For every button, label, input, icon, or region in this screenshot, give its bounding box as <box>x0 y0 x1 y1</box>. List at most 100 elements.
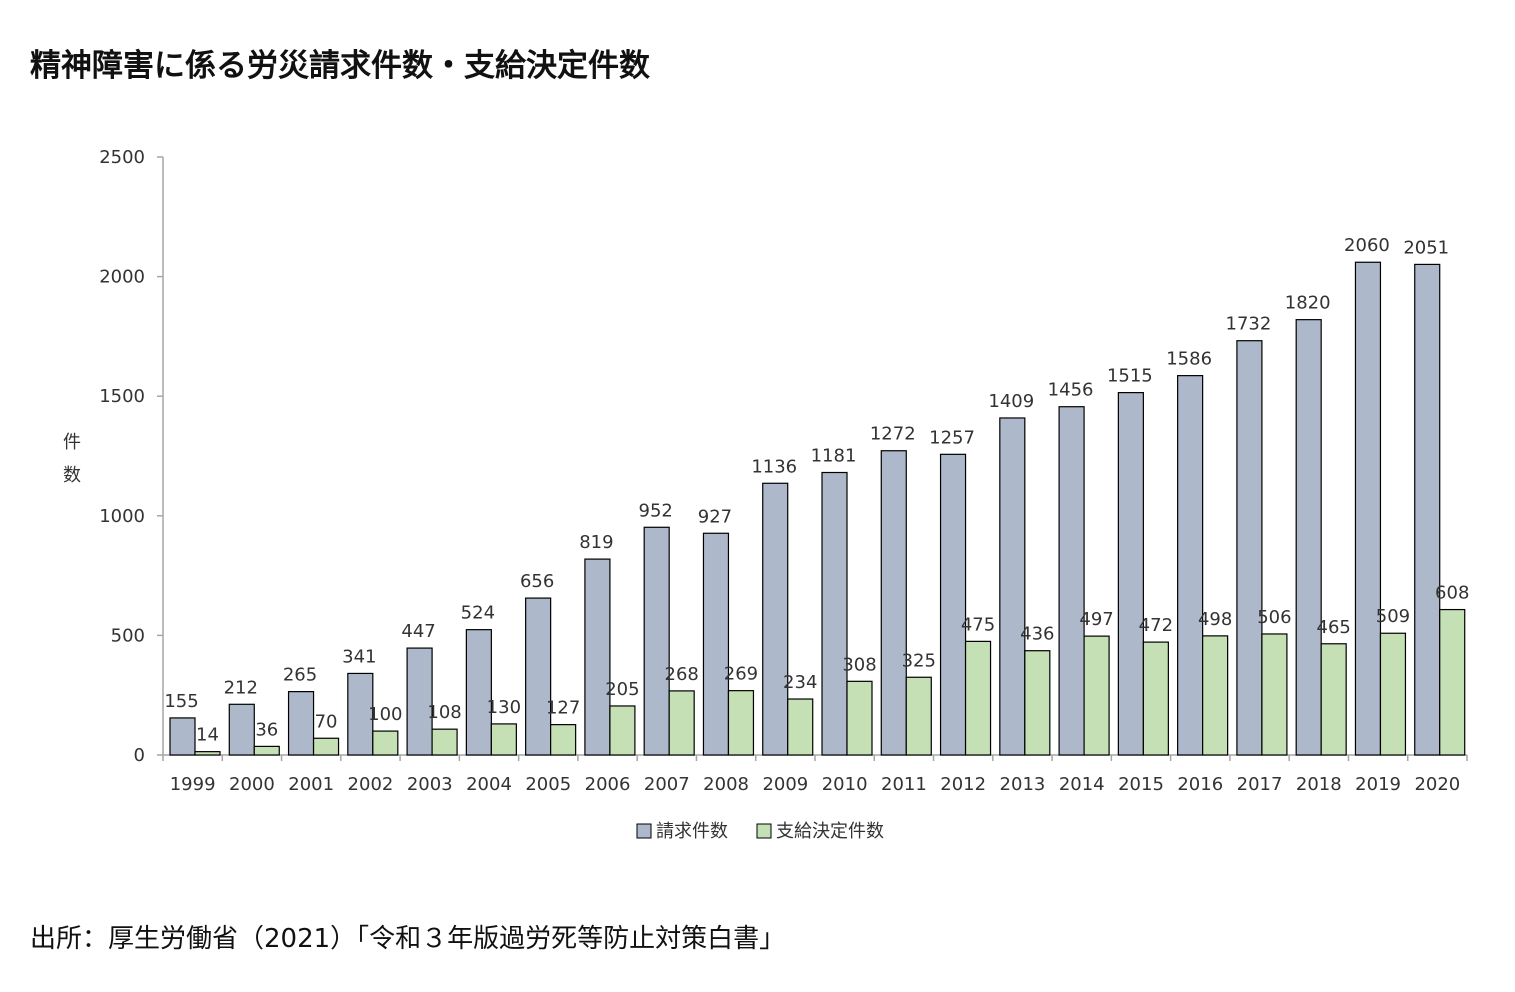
bar-approved <box>964 640 992 756</box>
x-tick-label: 2014 <box>1059 774 1105 795</box>
data-label-approved: 36 <box>255 719 278 740</box>
data-label-approved: 269 <box>724 664 758 685</box>
bar-claims <box>228 703 255 756</box>
chart-title: 精神障害に係る労災請求件数・支給決定件数 <box>30 48 650 84</box>
bar-approved <box>787 698 814 756</box>
data-label-approved: 14 <box>196 725 219 746</box>
source-note: 出所：厚生労働省（2021）「令和３年版過労死等防止対策白書」 <box>30 924 786 954</box>
data-label-claims: 447 <box>401 621 435 642</box>
bar-approved <box>846 680 873 756</box>
bar-claims <box>1117 392 1144 756</box>
data-label-claims: 1136 <box>751 456 797 477</box>
x-tick-label: 2005 <box>525 774 571 795</box>
bar-claims <box>584 558 611 756</box>
bar-approved <box>1439 608 1466 756</box>
bar-claims <box>287 691 315 756</box>
data-label-claims: 212 <box>224 677 258 698</box>
x-tick-label: 2009 <box>762 774 808 795</box>
x-tick-label: 2010 <box>822 774 868 795</box>
data-label-claims: 1181 <box>811 446 857 467</box>
bar-claims <box>1414 263 1441 756</box>
x-tick-label: 2002 <box>348 774 394 795</box>
bar-claims <box>1236 340 1263 756</box>
data-label-claims: 952 <box>639 500 673 521</box>
x-tick-label: 1999 <box>170 774 216 795</box>
data-label-approved: 108 <box>427 702 461 723</box>
y-axis: 0 500 1000 1500 2000 2500 <box>99 147 164 766</box>
bar-claims <box>643 526 670 756</box>
bar-claims <box>169 717 196 756</box>
bar-approved <box>1202 635 1229 756</box>
x-tick-label: 2013 <box>1000 774 1046 795</box>
data-label-claims: 341 <box>342 646 376 667</box>
y-axis-title-char: 件 <box>63 432 81 453</box>
data-label-approved: 205 <box>605 679 639 700</box>
x-tick-label: 2000 <box>229 774 275 795</box>
bar-claims <box>525 597 552 756</box>
data-labels: 155 212 265 341 447 524 656 819 952 927 1136 1181 12… <box>164 235 1469 745</box>
y-tick-label: 2500 <box>99 147 145 168</box>
bar-approved <box>1083 635 1110 756</box>
x-tick-label: 2003 <box>407 774 453 795</box>
data-label-approved: 465 <box>1317 617 1351 638</box>
bar-approved <box>431 728 458 756</box>
bar-series <box>169 261 1466 756</box>
x-tick-label: 2007 <box>644 774 690 795</box>
x-tick-label: 2012 <box>940 774 986 795</box>
data-label-claims: 1515 <box>1107 366 1153 387</box>
data-label-claims: 265 <box>283 665 317 686</box>
bar-claims <box>880 450 907 756</box>
y-axis-title: 件数 <box>63 432 81 486</box>
bar-approved <box>727 690 755 756</box>
y-tick-label: 1000 <box>99 506 145 527</box>
y-tick-label: 500 <box>111 625 145 646</box>
x-tick-label: 2020 <box>1414 774 1460 795</box>
bar-approved <box>1024 650 1051 756</box>
data-label-approved: 497 <box>1079 609 1113 630</box>
data-label-approved: 498 <box>1198 609 1232 630</box>
data-label-approved: 509 <box>1376 606 1410 627</box>
data-label-approved: 436 <box>1020 624 1054 645</box>
data-label-claims: 819 <box>579 532 613 553</box>
x-tick-label: 2015 <box>1118 774 1164 795</box>
legend-swatch-approved <box>756 823 772 839</box>
x-tick-label: 2018 <box>1296 774 1342 795</box>
bar-approved <box>905 676 932 756</box>
bar-claims <box>762 482 789 756</box>
data-label-claims: 1257 <box>929 427 975 448</box>
data-label-approved: 127 <box>546 698 580 719</box>
bar-approved <box>194 751 221 756</box>
bar-approved <box>1379 632 1407 756</box>
y-axis-title-char: 数 <box>63 465 81 486</box>
bar-claims <box>1295 319 1322 756</box>
bar-claims <box>702 532 730 756</box>
data-label-claims: 927 <box>698 506 732 527</box>
data-label-claims: 2060 <box>1344 235 1390 256</box>
bar-claims <box>939 453 967 756</box>
data-label-approved: 475 <box>961 614 995 635</box>
x-tick-label: 2008 <box>703 774 749 795</box>
bar-claims <box>999 417 1026 756</box>
data-label-approved: 325 <box>902 650 936 671</box>
data-label-claims: 656 <box>520 571 554 592</box>
x-tick-label: 2001 <box>288 774 334 795</box>
legend-swatch-claims <box>636 823 652 839</box>
bar-approved <box>1142 641 1169 756</box>
x-tick-label: 2019 <box>1355 774 1401 795</box>
data-label-claims: 1820 <box>1285 293 1331 314</box>
legend-label-claims: 請求件数 <box>656 821 728 842</box>
y-tick-label: 2000 <box>99 267 145 288</box>
bar-claims <box>465 629 492 756</box>
data-label-approved: 234 <box>783 672 817 693</box>
x-tick-label: 2017 <box>1237 774 1283 795</box>
data-label-approved: 308 <box>842 654 876 675</box>
bar-approved <box>668 690 695 756</box>
data-label-claims: 1732 <box>1226 314 1272 335</box>
data-label-approved: 472 <box>1139 615 1173 636</box>
bar-approved <box>550 724 577 756</box>
legend: 請求件数 支給決定件数 <box>636 821 884 842</box>
data-label-approved: 100 <box>368 704 402 725</box>
data-label-approved: 130 <box>487 697 521 718</box>
data-label-claims: 1272 <box>870 424 916 445</box>
bar-approved <box>1261 633 1288 756</box>
